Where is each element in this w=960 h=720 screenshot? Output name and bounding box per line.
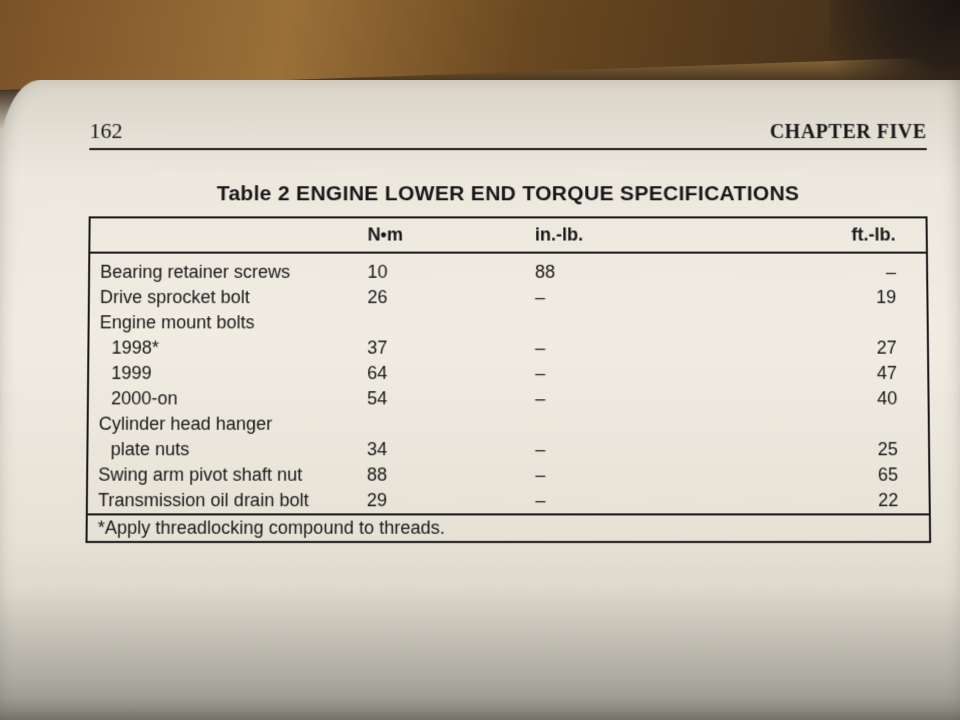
row-inlb: – — [525, 361, 760, 386]
row-label: 2000-on — [88, 386, 357, 411]
row-ftlb: 40 — [760, 386, 928, 411]
table-row: Swing arm pivot shaft nut88–65 — [87, 462, 929, 487]
row-label: Swing arm pivot shaft nut — [87, 462, 357, 487]
row-label: Transmission oil drain bolt — [87, 488, 357, 515]
col-ftlb: ft.-lb. — [759, 217, 927, 252]
row-ftlb: 25 — [761, 437, 930, 462]
row-nm: 54 — [357, 386, 525, 411]
table-row: 1998*37–27 — [88, 335, 928, 360]
row-ftlb — [760, 412, 928, 437]
table-row: Bearing retainer screws1088– — [89, 253, 927, 285]
row-inlb — [525, 310, 760, 335]
row-ftlb — [760, 310, 928, 335]
row-nm: 26 — [357, 285, 525, 310]
table-row: Transmission oil drain bolt29–22 — [87, 488, 930, 515]
page-header: 162 CHAPTER FIVE — [89, 118, 926, 150]
row-nm: 29 — [357, 488, 526, 515]
row-inlb: – — [525, 285, 760, 310]
table-row: 199964–47 — [88, 361, 928, 386]
table-row: Cylinder head hanger — [88, 412, 929, 437]
row-nm: 64 — [357, 361, 525, 386]
torque-spec-table: N•m in.-lb. ft.-lb. Bearing retainer scr… — [85, 216, 931, 543]
row-nm: 37 — [357, 335, 525, 360]
row-ftlb: 27 — [760, 335, 928, 360]
row-label: Engine mount bolts — [89, 310, 358, 335]
col-nm: N•m — [357, 217, 525, 252]
table-row: 2000-on54–40 — [88, 386, 929, 411]
row-inlb: 88 — [525, 253, 760, 285]
row-label: 1998* — [88, 335, 357, 360]
table-row: Drive sprocket bolt26–19 — [89, 285, 928, 310]
row-ftlb: 47 — [760, 361, 928, 386]
table-title: Table 2 ENGINE LOWER END TORQUE SPECIFIC… — [89, 182, 928, 206]
table-row: Engine mount bolts — [89, 310, 928, 335]
row-ftlb: 65 — [761, 462, 930, 487]
row-ftlb: 19 — [760, 285, 928, 310]
background-wood — [0, 0, 960, 90]
page: 162 CHAPTER FIVE Table 2 ENGINE LOWER EN… — [0, 80, 960, 720]
chapter-label: CHAPTER FIVE — [770, 121, 927, 144]
row-ftlb: 22 — [761, 488, 930, 515]
row-label: 1999 — [88, 361, 357, 386]
row-inlb: – — [525, 335, 760, 360]
row-inlb: – — [525, 386, 760, 411]
row-inlb — [525, 412, 761, 437]
col-inlb: in.-lb. — [525, 217, 760, 252]
row-label: Bearing retainer screws — [89, 253, 357, 285]
row-inlb: – — [525, 488, 761, 515]
page-number: 162 — [89, 118, 122, 144]
row-nm — [357, 412, 525, 437]
table-header-row: N•m in.-lb. ft.-lb. — [89, 217, 927, 252]
table-row: plate nuts34–25 — [87, 437, 929, 462]
row-label: Drive sprocket bolt — [89, 285, 357, 310]
table-footnote-row: *Apply threadlocking compound to threads… — [87, 514, 931, 542]
row-inlb: – — [525, 462, 761, 487]
row-inlb: – — [525, 437, 761, 462]
table-footnote: *Apply threadlocking compound to threads… — [87, 514, 931, 542]
row-nm: 34 — [357, 437, 525, 462]
row-nm: 88 — [357, 462, 525, 487]
row-nm: 10 — [357, 253, 525, 285]
col-blank — [89, 217, 357, 252]
row-label: plate nuts — [87, 437, 356, 462]
row-nm — [357, 310, 525, 335]
row-label: Cylinder head hanger — [88, 412, 357, 437]
page-bottom-shade — [0, 586, 960, 720]
row-ftlb: – — [759, 253, 927, 285]
